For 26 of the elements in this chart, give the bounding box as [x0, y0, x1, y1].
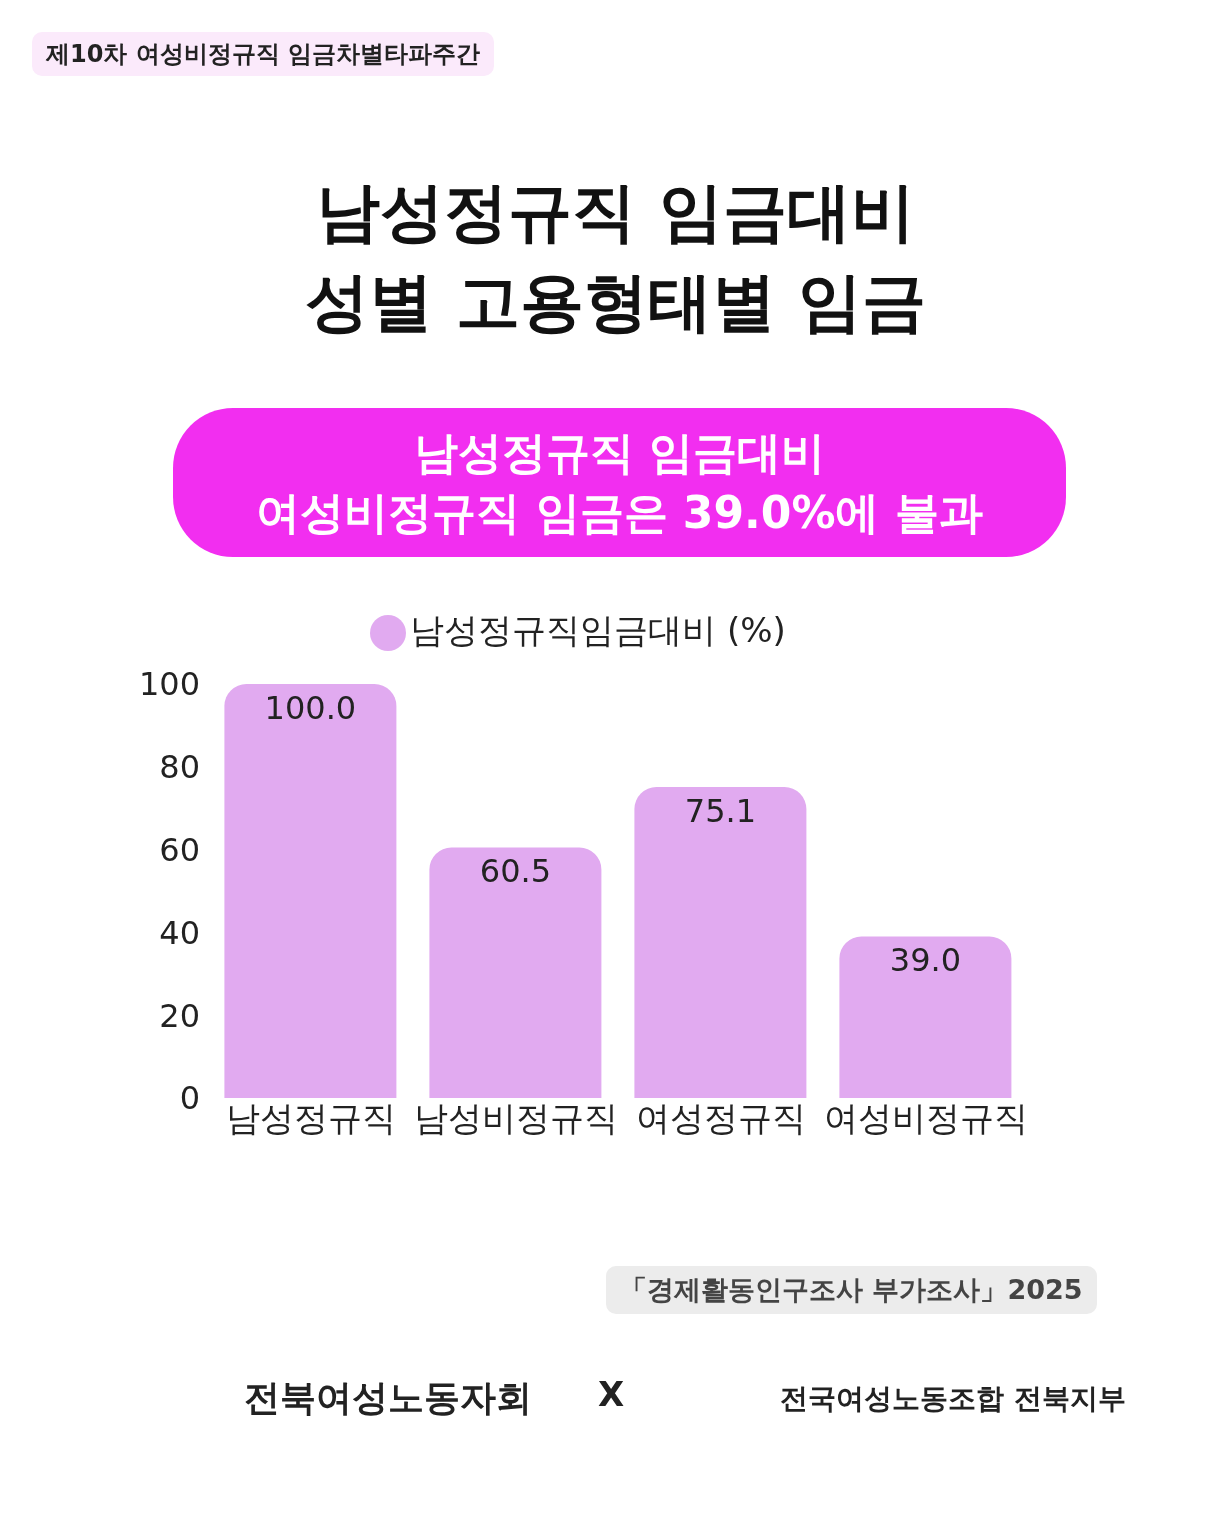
x-tick-label: 여성정규직 [635, 1098, 806, 1139]
text: 제10차 여성비정규직 임금차별타파주간 [32, 32, 495, 76]
y-tick-label: 60 [159, 830, 200, 869]
text: 「경제활동인구조사 부가조사」2025 [606, 1266, 1097, 1314]
text: X [598, 1374, 625, 1414]
chart-title: 남성정규직 임금대비 성별 고용형태별 임금 [304, 174, 927, 341]
y-tick-label: 100 [138, 665, 200, 704]
bar [224, 684, 397, 1098]
data-label: 100.0 [264, 688, 357, 727]
text: 전북여성노동자회 [244, 1376, 532, 1420]
data-label: 75.1 [684, 791, 757, 830]
chart-subtitle: 남성정규직 임금대비 여성비정규직 임금은 39.0%에 불과 [173, 408, 1066, 557]
data-label: 39.0 [889, 941, 962, 980]
bar [839, 936, 1012, 1098]
y-tick-label: 0 [179, 1079, 200, 1118]
y-tick-label: 80 [159, 748, 200, 787]
bar [429, 847, 602, 1098]
y-tick-label: 40 [159, 913, 200, 952]
y-tick-label: 20 [159, 996, 200, 1035]
x-tick-label: 남성비정규직 [413, 1098, 618, 1139]
bar [634, 787, 807, 1098]
x-tick-label: 남성정규직 [225, 1098, 396, 1139]
legend-label: 남성정규직임금대비 (%) [410, 610, 786, 650]
text: 전국여성노동조합 전북지부 [780, 1381, 1126, 1417]
data-label: 60.5 [479, 852, 552, 891]
x-tick-label: 여성비정규직 [823, 1098, 1028, 1139]
